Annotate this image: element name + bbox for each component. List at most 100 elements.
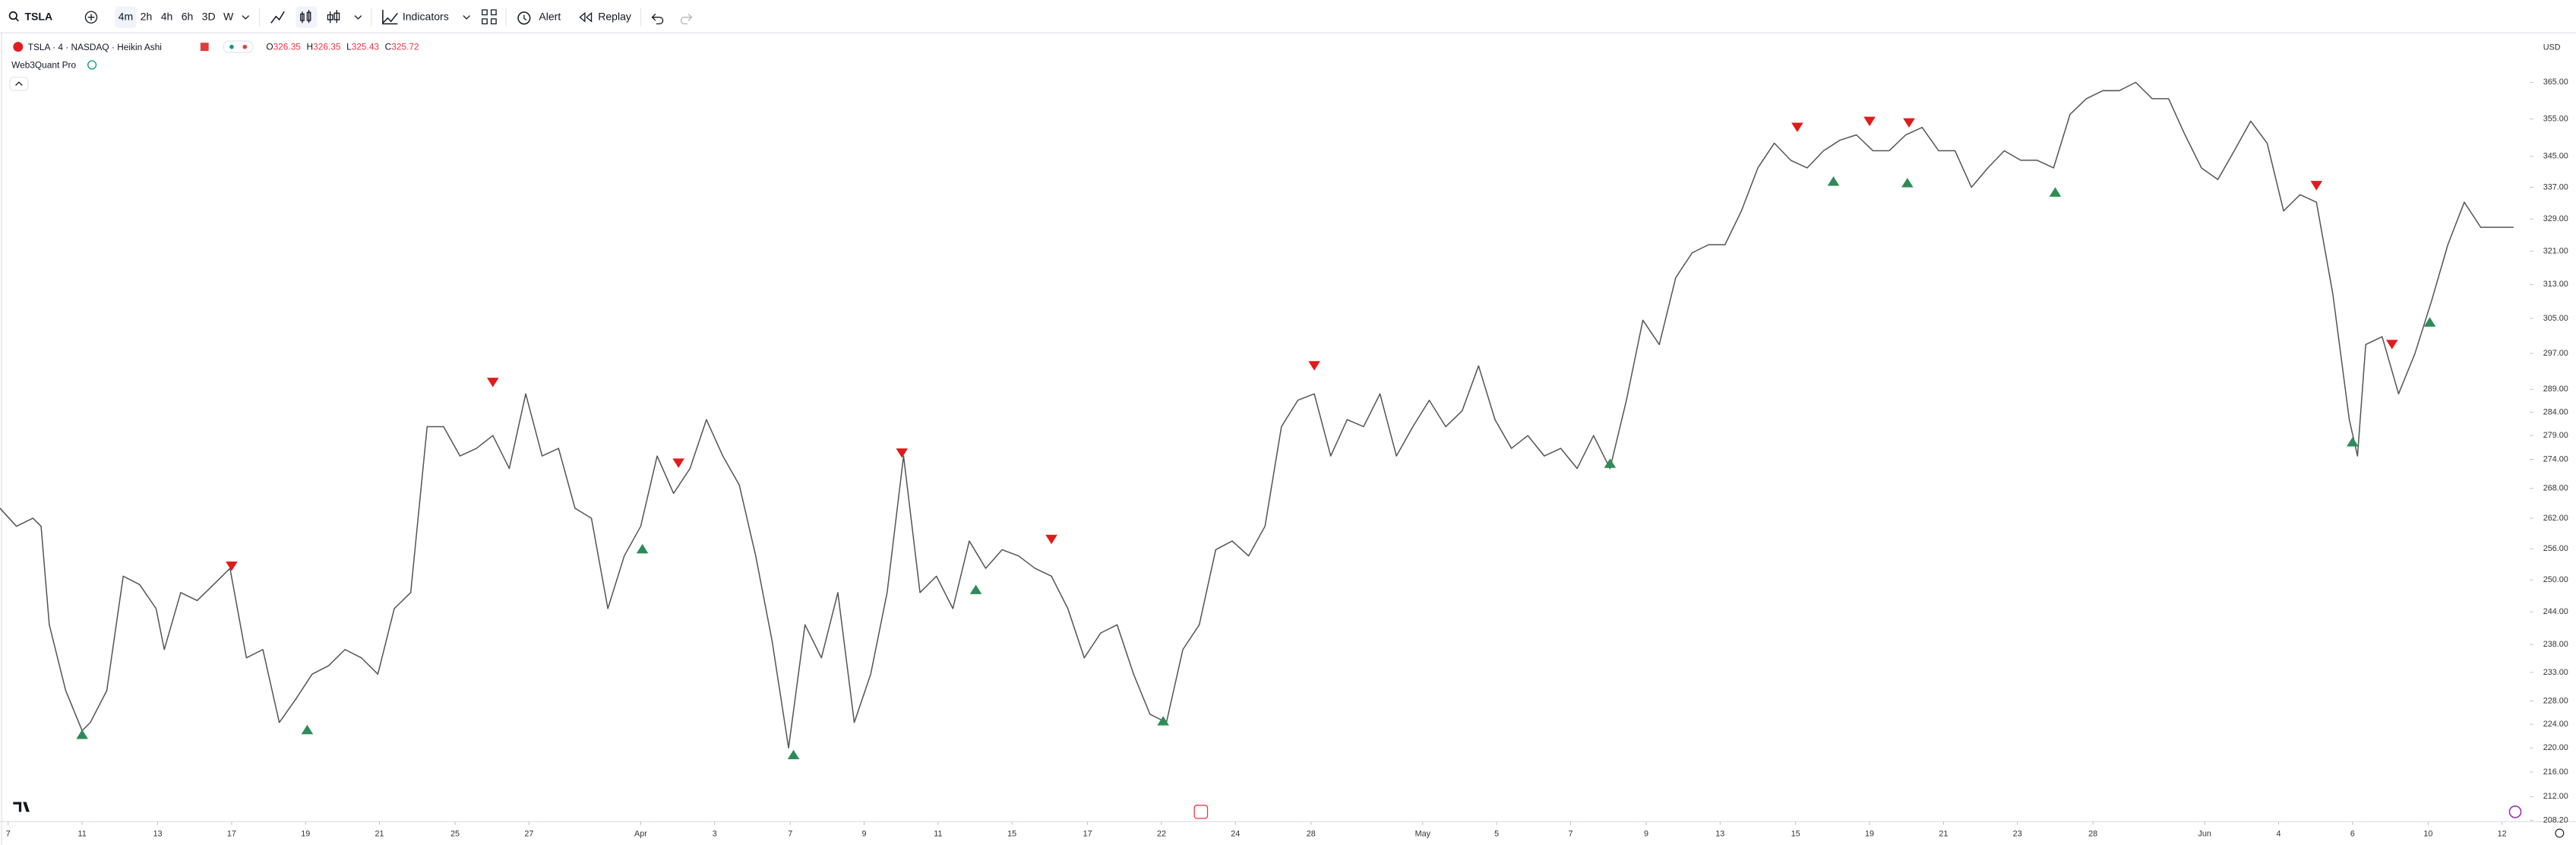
- x-tick-label: 21: [375, 829, 384, 838]
- buy-signal: [787, 749, 800, 760]
- y-tick-label: 216.00: [2543, 767, 2568, 777]
- sell-signal: [672, 458, 684, 468]
- undo[interactable]: [651, 13, 664, 25]
- y-tick-label: 337.00: [2543, 182, 2568, 191]
- buy-signal: [1157, 716, 1169, 726]
- indicator-status[interactable]: [87, 60, 97, 70]
- sell-signal: [1308, 361, 1320, 371]
- bars-icon[interactable]: [327, 9, 340, 24]
- y-tick-label: 313.00: [2543, 280, 2568, 289]
- ohlc-label: L: [346, 42, 352, 52]
- ohlc-label: H: [307, 42, 314, 52]
- settings-icon[interactable]: [2508, 805, 2522, 818]
- x-tick-label: May: [1415, 829, 1431, 838]
- y-tick-label: 208.20: [2543, 815, 2568, 824]
- alert-icon-hands: [523, 14, 527, 21]
- earnings-icon[interactable]: [1193, 805, 1209, 819]
- chart-type-bg: [296, 6, 318, 28]
- replay-button[interactable]: Replay: [598, 10, 631, 22]
- x-tick-label: 28: [2088, 829, 2097, 838]
- x-tick-label: Jun: [2198, 829, 2211, 838]
- x-tick-label: Apr: [634, 829, 647, 838]
- status-pill: [223, 40, 254, 53]
- y-tick-label: 305.00: [2543, 314, 2568, 323]
- collapse-button[interactable]: [9, 77, 29, 91]
- x-tick-label: 23: [2013, 829, 2022, 838]
- y-tick-label: 212.00: [2543, 792, 2568, 801]
- alert-icon[interactable]: [517, 11, 531, 25]
- interval[interactable]: 4m: [119, 10, 134, 22]
- x-tick-label: 11: [934, 829, 942, 838]
- x-tick-label: 9: [1644, 829, 1648, 838]
- layout-icon[interactable]: [482, 9, 497, 25]
- ohlc-value: 325.43: [352, 42, 380, 52]
- indicators-button[interactable]: Indicators: [403, 10, 449, 22]
- indicators-menu[interactable]: [463, 15, 470, 20]
- y-tick-label: 250.00: [2543, 575, 2568, 584]
- ohlc-value: 326.35: [313, 42, 341, 52]
- ohlc-value: 326.35: [273, 42, 302, 52]
- candles-icon[interactable]: [300, 9, 311, 24]
- status-dot: [229, 44, 234, 49]
- indicators-icon[interactable]: [382, 9, 398, 25]
- x-tick-label: 17: [227, 829, 236, 838]
- y-tick-label: 329.00: [2543, 214, 2568, 223]
- legend-title: TSLA · 4 · NASDAQ · Heikin Ashi: [28, 42, 162, 52]
- sell-signal: [1903, 118, 1915, 128]
- x-tick-label: 19: [1865, 829, 1874, 838]
- sell-signal: [1045, 534, 1057, 545]
- indicator-name[interactable]: Web3Quant Pro: [11, 60, 76, 71]
- add-symbol[interactable]: [84, 11, 98, 24]
- sell-signal: [1863, 116, 1876, 127]
- alert-button[interactable]: Alert: [539, 10, 561, 22]
- ohlc-label: O: [266, 42, 273, 52]
- replay-icon[interactable]: [579, 11, 593, 23]
- y-tick-label: 355.00: [2543, 114, 2568, 123]
- buy-signal: [969, 584, 982, 594]
- x-tick-label: 7: [788, 829, 792, 838]
- x-tick-label: 6: [2350, 829, 2355, 838]
- ohlc-value: 325.72: [391, 42, 419, 52]
- search-icon[interactable]: [8, 11, 17, 21]
- y-tick-label: 233.00: [2543, 668, 2568, 677]
- chart-type-menu[interactable]: [354, 15, 362, 20]
- currency-label[interactable]: USD: [2543, 43, 2561, 52]
- gear-icon[interactable]: [2555, 828, 2565, 838]
- add-icon: [87, 14, 95, 21]
- interval[interactable]: 4h: [161, 10, 173, 22]
- x-tick-label: 10: [2423, 829, 2432, 838]
- x-tick-label: 17: [1083, 829, 1092, 838]
- x-tick-label: 7: [6, 829, 11, 838]
- buy-signal: [301, 724, 314, 735]
- drawing-tool[interactable]: [270, 11, 285, 24]
- interval[interactable]: 2h: [141, 10, 153, 22]
- interval-menu[interactable]: [242, 15, 250, 20]
- buy-signal: [2049, 187, 2062, 197]
- y-tick-label: 268.00: [2543, 484, 2568, 493]
- interval[interactable]: W: [223, 10, 234, 22]
- x-tick-label: 5: [1494, 829, 1499, 838]
- y-tick-label: 279.00: [2543, 431, 2568, 440]
- x-tick-label: 13: [1715, 829, 1724, 838]
- interval[interactable]: 3D: [202, 10, 216, 22]
- interval[interactable]: 6h: [182, 10, 194, 22]
- y-tick-label: 256.00: [2543, 544, 2568, 553]
- symbol-logo: [13, 42, 24, 52]
- sell-signal: [1791, 122, 1803, 132]
- x-tick-label: 25: [450, 829, 460, 838]
- symbol[interactable]: TSLA: [24, 10, 52, 22]
- toolbar: TSLA 4m 2h 4h 6h 3D W Indicators Alert R…: [8, 6, 693, 28]
- flag[interactable]: [200, 43, 209, 52]
- buy-signal: [2423, 317, 2436, 327]
- x-tick-label: 3: [713, 829, 717, 838]
- x-tick-label: 4: [2277, 829, 2281, 838]
- buy-signal: [1901, 178, 1914, 188]
- redo[interactable]: [680, 13, 693, 25]
- sell-signal: [896, 448, 909, 458]
- sell-signal: [2386, 340, 2398, 350]
- x-tick-label: 13: [153, 829, 163, 838]
- plot-area: 365.00 355.00 345.00 337.00 329.00 321.00 313.…: [0, 78, 2568, 838]
- x-tick-label: 19: [301, 829, 310, 838]
